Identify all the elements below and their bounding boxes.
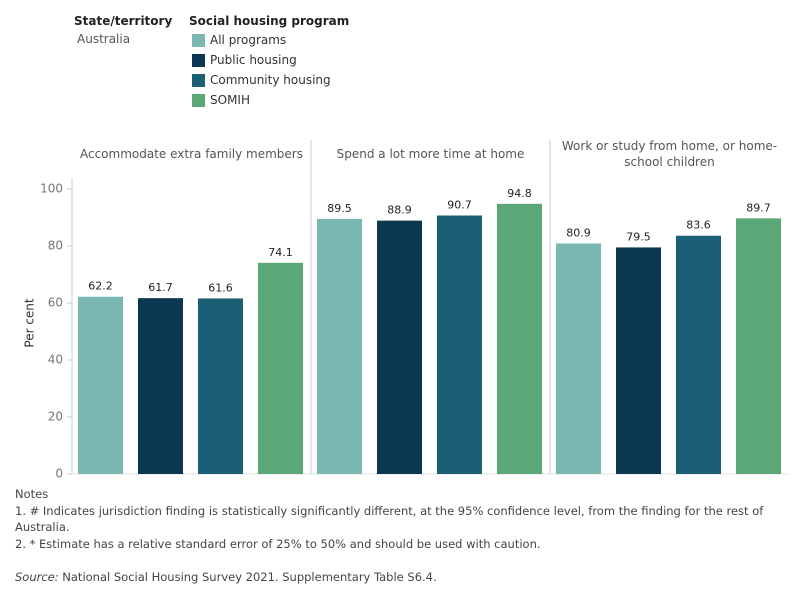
note: 2. * Estimate has a relative standard er…: [15, 537, 541, 551]
bar: [198, 298, 243, 474]
panel-header: Work or study from home, or home-school …: [561, 139, 778, 169]
filter-title: State/territory: [74, 14, 173, 28]
legend-swatch: [192, 54, 205, 67]
source-label: Source:: [15, 570, 59, 584]
legend-label: SOMIH: [210, 93, 250, 107]
legend-swatch: [192, 34, 205, 47]
panel-title: Work or study from home, or home-school …: [561, 139, 778, 169]
note: 1. # Indicates jurisdiction finding is s…: [15, 504, 764, 534]
source-text: National Social Housing Survey 2021. Sup…: [62, 570, 437, 584]
bar: [317, 218, 362, 474]
panel-header: Accommodate extra family members: [79, 147, 303, 161]
bar: [437, 215, 482, 474]
y-tick-label: 0: [55, 467, 63, 481]
bar: [736, 218, 781, 474]
value-label: 88.9: [387, 204, 412, 217]
value-label: 94.8: [507, 187, 532, 200]
bar: [258, 262, 303, 474]
bar: [377, 220, 422, 474]
legend-label: Community housing: [210, 73, 331, 87]
notes-title: Notes: [15, 487, 49, 501]
legend-swatch: [192, 74, 205, 87]
legend-label: Public housing: [210, 53, 297, 67]
y-tick-label: 40: [48, 353, 63, 367]
y-tick-label: 100: [40, 182, 63, 196]
y-tick-label: 20: [48, 410, 63, 424]
value-label: 83.6: [686, 219, 711, 232]
value-label: 80.9: [566, 226, 591, 239]
bar: [497, 203, 542, 474]
y-tick-label: 80: [48, 239, 63, 253]
legend-swatch: [192, 94, 205, 107]
panel-header: Spend a lot more time at home: [336, 147, 525, 161]
bar: [138, 298, 183, 474]
bar: [556, 243, 601, 474]
value-label: 89.7: [746, 201, 771, 214]
bar: [78, 296, 123, 474]
value-label: 74.1: [268, 246, 293, 259]
value-label: 89.5: [327, 202, 352, 215]
value-label: 61.7: [148, 281, 173, 294]
value-label: 90.7: [447, 199, 472, 212]
source: Source: National Social Housing Survey 2…: [15, 569, 775, 585]
y-axis-label: Per cent: [23, 298, 37, 348]
y-tick-label: 60: [48, 296, 63, 310]
legend-title: Social housing program: [189, 14, 350, 28]
value-label: 62.2: [88, 280, 113, 293]
value-label: 79.5: [626, 230, 651, 243]
legend-label: All programs: [210, 33, 287, 47]
filter-value: Australia: [77, 32, 131, 46]
bar: [616, 247, 661, 474]
panel-title: Spend a lot more time at home: [336, 147, 525, 161]
panel-title: Accommodate extra family members: [79, 147, 303, 161]
bar: [676, 235, 721, 474]
value-label: 61.6: [208, 281, 233, 294]
